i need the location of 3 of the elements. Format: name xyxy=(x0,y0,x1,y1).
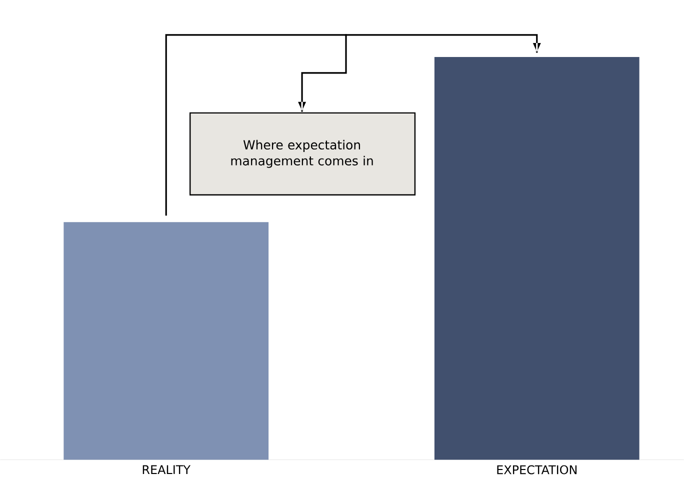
annotation: Where expectation management comes in xyxy=(231,140,373,168)
x-tick-label: REALITY xyxy=(142,465,191,474)
x-tick-label: EXPECTATION xyxy=(497,465,577,474)
